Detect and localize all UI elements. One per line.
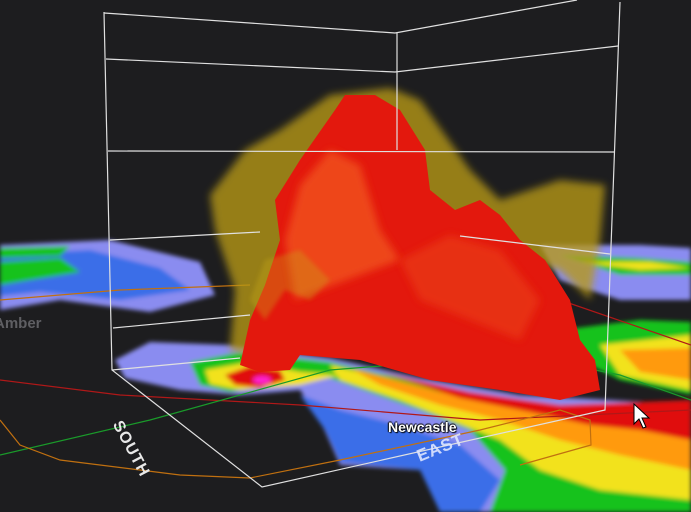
bounding-box xyxy=(103,0,621,488)
map-label-amber: Amber xyxy=(0,315,42,332)
map-label-newcastle: Newcastle xyxy=(388,419,457,435)
ground-reflectivity-layer xyxy=(0,240,691,512)
core-isosurface xyxy=(240,95,600,400)
